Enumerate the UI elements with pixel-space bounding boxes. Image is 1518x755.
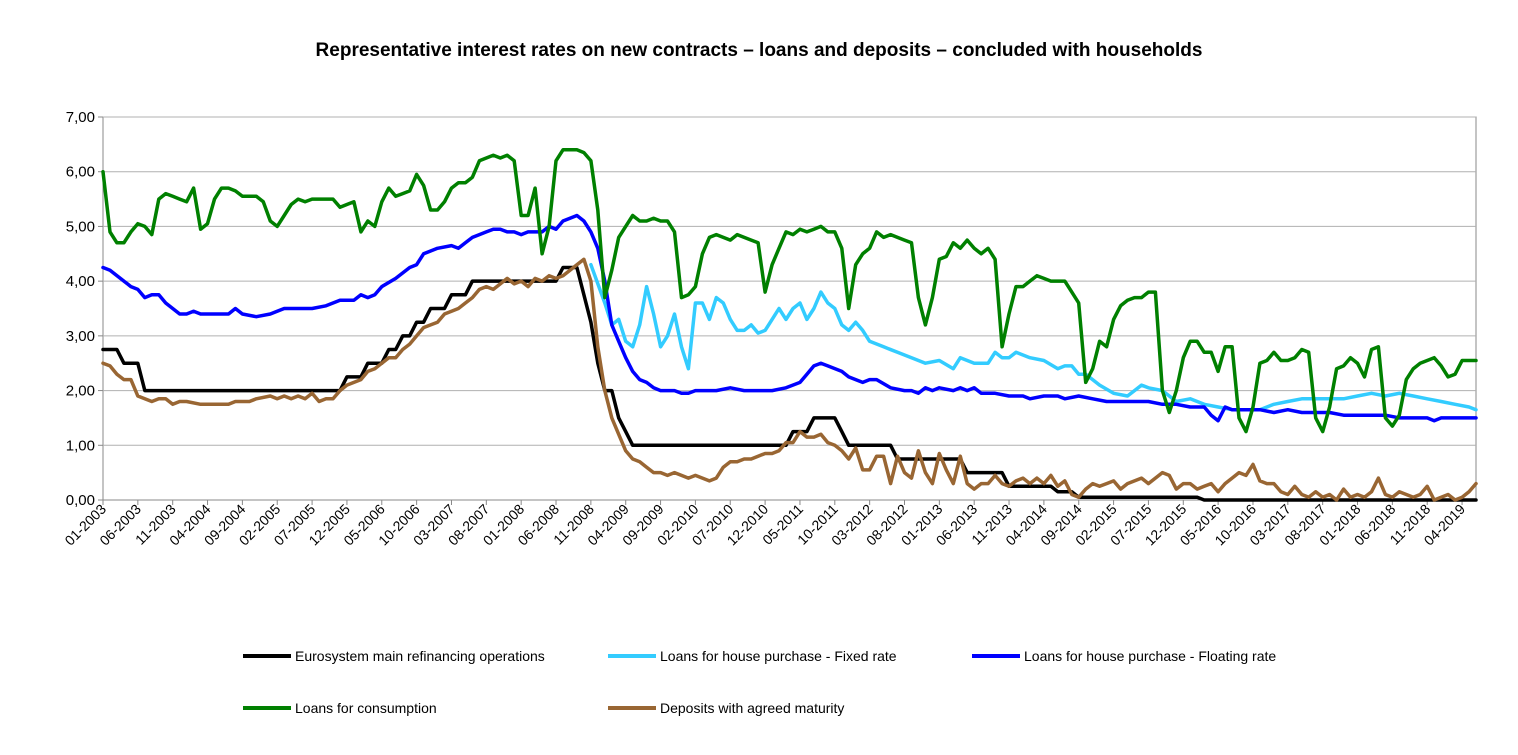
- series-line-4: [101, 257, 1478, 502]
- legend-label: Loans for consumption: [295, 700, 437, 716]
- legend-swatch: [608, 706, 656, 710]
- legend-item-fixed-rate: Loans for house purchase - Fixed rate: [608, 648, 897, 664]
- y-tick-label: 3,00: [66, 328, 95, 345]
- y-tick-label: 2,00: [66, 383, 95, 400]
- series-lines: [101, 148, 1478, 502]
- y-tick-label: 0,00: [66, 492, 95, 509]
- legend-swatch: [243, 654, 291, 658]
- x-axis-tick-labels: 01-200306-200311-200304-200409-200402-20…: [61, 501, 1468, 549]
- series-line-1: [589, 262, 1478, 412]
- series-line-0: [101, 265, 1478, 502]
- legend-item-floating-rate: Loans for house purchase - Floating rate: [972, 648, 1276, 664]
- legend-swatch: [243, 706, 291, 710]
- y-tick-label: 4,00: [66, 273, 95, 290]
- legend-swatch: [972, 654, 1020, 658]
- series-line-3: [101, 148, 1478, 434]
- y-tick-label: 6,00: [66, 164, 95, 181]
- legend-item-deposits: Deposits with agreed maturity: [608, 700, 844, 716]
- y-tick-label: 1,00: [66, 437, 95, 454]
- legend-item-consumption: Loans for consumption: [243, 700, 437, 716]
- y-tick-label: 7,00: [66, 109, 95, 126]
- legend-item-refinancing: Eurosystem main refinancing operations: [243, 648, 545, 664]
- legend-swatch: [608, 654, 656, 658]
- y-tick-label: 5,00: [66, 218, 95, 235]
- chart-title: Representative interest rates on new con…: [315, 40, 1203, 61]
- legend-label: Loans for house purchase - Fixed rate: [660, 648, 897, 664]
- y-axis-tick-labels: 0,00 1,00 2,00 3,00 4,00 5,00 6,00 7,00: [66, 109, 95, 509]
- legend-label: Deposits with agreed maturity: [660, 700, 845, 716]
- series-line-2: [101, 213, 1478, 423]
- legend-label: Eurosystem main refinancing operations: [295, 648, 545, 664]
- grid-lines: [98, 116, 1476, 505]
- legend-label: Loans for house purchase - Floating rate: [1024, 648, 1277, 664]
